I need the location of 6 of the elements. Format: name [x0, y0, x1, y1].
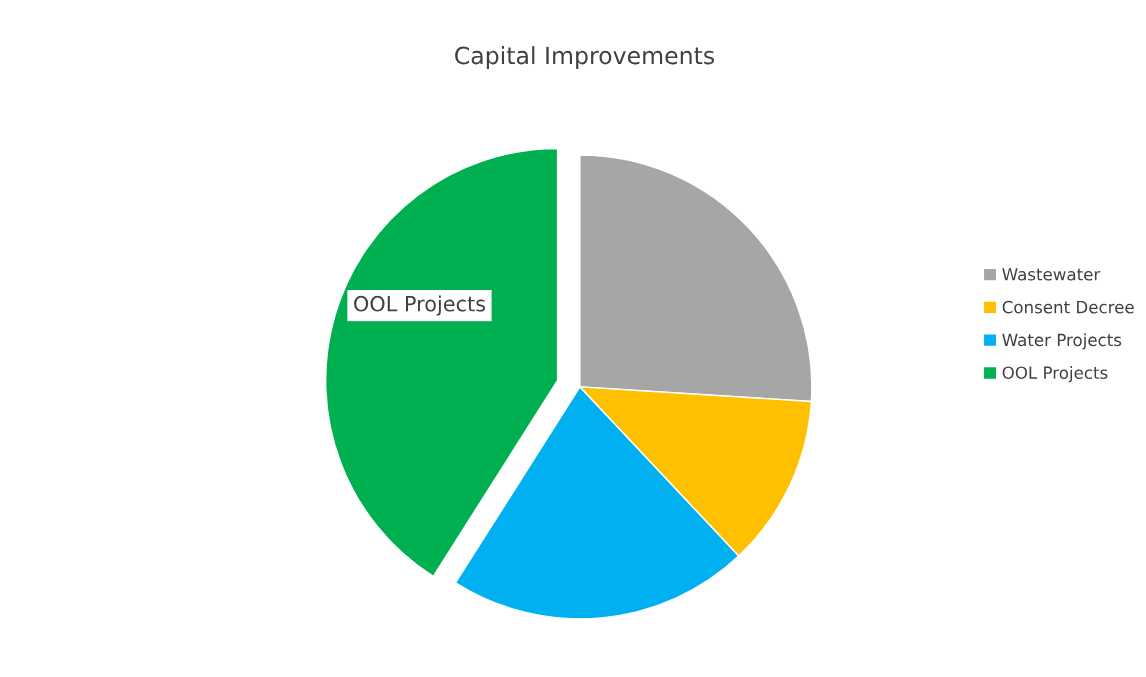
legend-label: Wastewater	[1002, 268, 1101, 281]
legend-label: Consent Decree	[1002, 300, 1134, 314]
chart-title: Capital Improvements	[455, 46, 715, 69]
text: OOL Projects	[354, 295, 486, 316]
legend-label: OOL Projects	[1002, 366, 1108, 383]
legend-label: Water Projects	[1002, 333, 1122, 350]
